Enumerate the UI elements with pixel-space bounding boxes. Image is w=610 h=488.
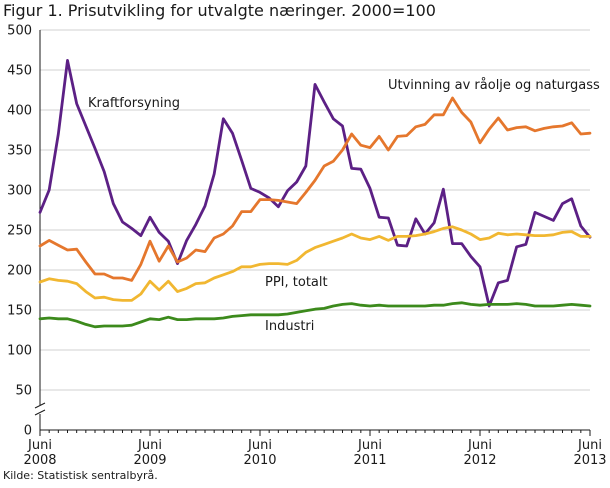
x-tick-label-month: Juni (247, 438, 272, 453)
chart-title: Figur 1. Prisutvikling for utvalgte næri… (3, 1, 436, 20)
annotation-industri: Industri (265, 319, 314, 334)
y-tick-label: 450 (7, 64, 32, 79)
x-tick-label-year: 2011 (353, 453, 386, 468)
series-line-kraftforsyning (38, 59, 592, 308)
x-tick-label-month: Juni (577, 438, 602, 453)
annotation-kraftforsyning: Kraftforsyning (88, 96, 180, 111)
y-tick-label: 250 (7, 224, 32, 239)
axis-break-gap (35, 405, 45, 414)
y-tick-label: 150 (7, 304, 32, 319)
x-tick-label-year: 2012 (463, 453, 496, 468)
x-tick-label-year: 2009 (133, 453, 166, 468)
x-tick-label-month: Juni (27, 438, 52, 453)
y-tick-label: 0 (24, 424, 32, 439)
series-line-utvinning-av-r-olje-og-naturgass (38, 96, 592, 282)
x-tick-label-month: Juni (467, 438, 492, 453)
y-tick-label: 300 (7, 184, 32, 199)
series-lines (38, 59, 592, 329)
annotation-ppi-totalt: PPI, totalt (265, 275, 328, 290)
y-tick-label: 100 (7, 344, 32, 359)
x-tick-label-year: 2010 (243, 453, 276, 468)
axis-break-mark (34, 402, 46, 409)
series-annotations: Kraftforsyning Utvinning av råolje og nat… (88, 78, 600, 334)
axis-break-mark (34, 409, 46, 416)
y-tick-label: 400 (7, 104, 32, 119)
annotation-utvinning-av-r-olje-og-naturgass: Utvinning av råolje og naturgass (388, 78, 600, 93)
series-line-industri (38, 301, 592, 329)
x-tick-label-year: 2008 (23, 453, 56, 468)
grid-lines (40, 29, 590, 391)
x-tick-label-year: 2013 (573, 453, 606, 468)
y-tick-label: 50 (15, 384, 32, 399)
x-tick-label-month: Juni (137, 438, 162, 453)
y-tick-label: 500 (7, 24, 32, 39)
x-tick-label-month: Juni (357, 438, 382, 453)
y-tick-label: 200 (7, 264, 32, 279)
source-note: Kilde: Statistisk sentralbyrå. (3, 469, 158, 482)
x-axis-ticks: Juni2008Juni2009Juni2010Juni2011Juni2012… (23, 430, 607, 468)
y-tick-label: 350 (7, 144, 32, 159)
series-line-ppi-totalt (38, 225, 592, 302)
